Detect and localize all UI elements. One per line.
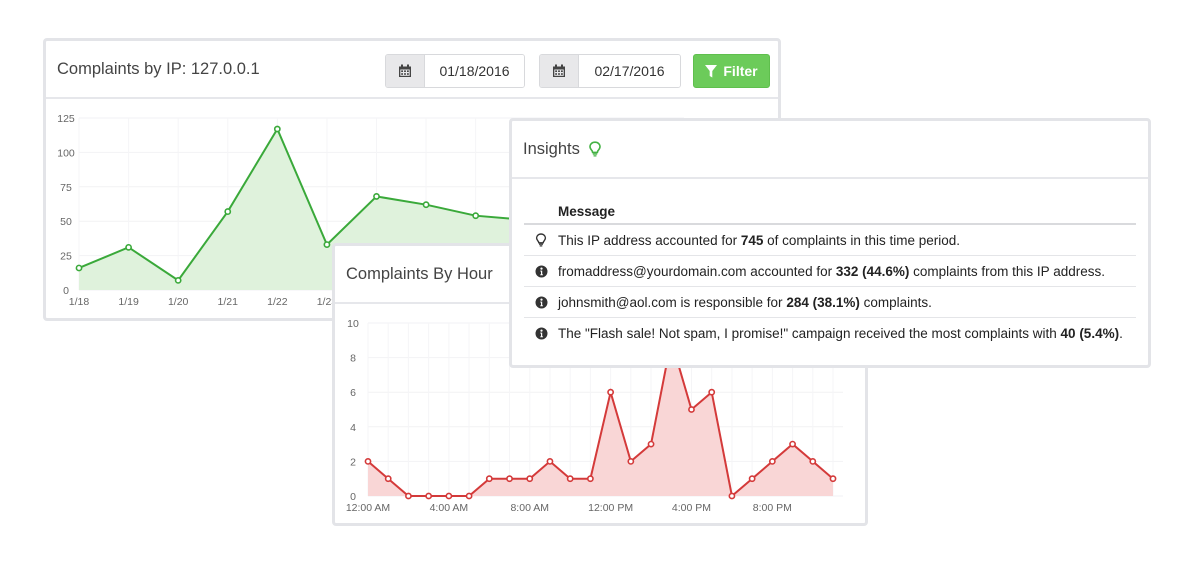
ip-panel-header: Complaints by IP: 127.0.0.1 xyxy=(46,41,778,99)
x-tick-label: 12:00 AM xyxy=(346,502,390,514)
hour-data-point xyxy=(485,475,493,483)
x-tick-label: 1/20 xyxy=(168,296,189,308)
date-from-picker[interactable]: 01/18/2016 xyxy=(385,54,525,88)
x-tick-label: 1/19 xyxy=(118,296,139,308)
insight-message: johnsmith@aol.com is responsible for 284… xyxy=(558,294,932,310)
hour-panel-title: Complaints By Hour xyxy=(346,264,493,283)
insight-row: fromaddress@yourdomain.com accounted for… xyxy=(524,256,1136,287)
insights-title: Insights xyxy=(523,139,580,158)
insight-message: This IP address accounted for 745 of com… xyxy=(558,232,960,248)
ip-data-point xyxy=(125,243,132,251)
info-icon xyxy=(524,327,558,340)
hour-data-point xyxy=(546,457,554,465)
filter-label: Filter xyxy=(723,63,758,79)
hour-data-point xyxy=(809,457,817,465)
filter-icon xyxy=(705,64,718,77)
insight-row: The "Flash sale! Not spam, I promise!" c… xyxy=(524,318,1136,349)
x-tick-label: 1/21 xyxy=(218,296,239,308)
hour-data-point xyxy=(708,388,716,396)
hour-data-point xyxy=(627,457,635,465)
y-tick-label: 25 xyxy=(60,251,72,263)
y-tick-label: 75 xyxy=(60,182,72,194)
x-tick-label: 4:00 PM xyxy=(672,502,711,514)
hour-data-point xyxy=(526,475,534,483)
hour-data-point xyxy=(384,475,392,483)
y-tick-label: 2 xyxy=(350,456,356,468)
hour-data-point xyxy=(647,440,655,448)
calendar-icon[interactable] xyxy=(386,55,425,87)
filter-button[interactable]: Filter xyxy=(693,54,770,88)
y-tick-label: 4 xyxy=(350,422,356,434)
hour-data-point xyxy=(566,475,574,483)
date-to-picker[interactable]: 02/17/2016 xyxy=(539,54,681,88)
insight-row: johnsmith@aol.com is responsible for 284… xyxy=(524,287,1136,318)
y-tick-label: 0 xyxy=(350,491,356,503)
ip-data-point xyxy=(174,276,182,284)
insights-rows: This IP address accounted for 745 of com… xyxy=(524,225,1136,349)
x-tick-label: 4:00 AM xyxy=(430,502,469,514)
date-to-input[interactable]: 02/17/2016 xyxy=(579,55,680,87)
ip-data-point xyxy=(224,208,232,215)
x-tick-label: 8:00 PM xyxy=(753,502,792,514)
hour-data-point xyxy=(506,475,513,483)
hour-data-point xyxy=(465,492,473,500)
hour-data-point xyxy=(586,475,594,483)
x-tick-label: 1/18 xyxy=(69,296,90,308)
info-icon xyxy=(524,296,558,309)
hour-area-fill xyxy=(368,340,833,496)
ip-panel-title: Complaints by IP: 127.0.0.1 xyxy=(57,59,260,78)
hour-data-point xyxy=(607,388,615,396)
insight-row: This IP address accounted for 745 of com… xyxy=(524,225,1136,256)
date-from-input[interactable]: 01/18/2016 xyxy=(425,55,524,87)
calendar-icon[interactable] xyxy=(540,55,579,87)
info-icon xyxy=(524,265,558,278)
insights-header: Insights xyxy=(512,121,1148,179)
message-column-header: Message xyxy=(524,199,1136,225)
hour-data-point xyxy=(748,475,756,483)
hour-data-point xyxy=(364,457,372,465)
y-tick-label: 0 xyxy=(63,285,69,297)
hour-data-point xyxy=(829,475,837,483)
hour-data-point xyxy=(405,492,412,500)
x-tick-label: 1/22 xyxy=(267,296,288,308)
y-tick-label: 125 xyxy=(57,113,75,125)
hour-data-point xyxy=(425,492,433,500)
hour-data-point xyxy=(768,457,776,465)
hour-data-point xyxy=(728,492,736,500)
hour-data-point xyxy=(688,406,695,413)
y-tick-label: 8 xyxy=(350,353,356,365)
ip-data-point xyxy=(422,201,430,209)
ip-data-point xyxy=(75,264,83,272)
ip-data-point xyxy=(373,193,380,200)
x-tick-label: 8:00 AM xyxy=(510,502,549,514)
ip-data-point xyxy=(323,241,331,248)
hour-data-point xyxy=(789,440,796,448)
lightbulb-icon xyxy=(589,141,601,157)
lightbulb-icon xyxy=(524,233,558,247)
insights-table: Message This IP address accounted for 74… xyxy=(524,199,1136,349)
y-tick-label: 6 xyxy=(350,387,356,399)
x-tick-label: 12:00 PM xyxy=(588,502,633,514)
insight-message: fromaddress@yourdomain.com accounted for… xyxy=(558,263,1105,279)
ip-data-point xyxy=(273,125,281,133)
y-tick-label: 10 xyxy=(347,318,359,330)
ip-data-point xyxy=(472,212,480,220)
y-tick-label: 50 xyxy=(60,216,72,228)
hour-data-point xyxy=(445,492,453,500)
y-tick-label: 100 xyxy=(57,147,75,159)
insight-message: The "Flash sale! Not spam, I promise!" c… xyxy=(558,326,1123,341)
insights-panel: Insights Message This IP address account… xyxy=(509,118,1151,368)
